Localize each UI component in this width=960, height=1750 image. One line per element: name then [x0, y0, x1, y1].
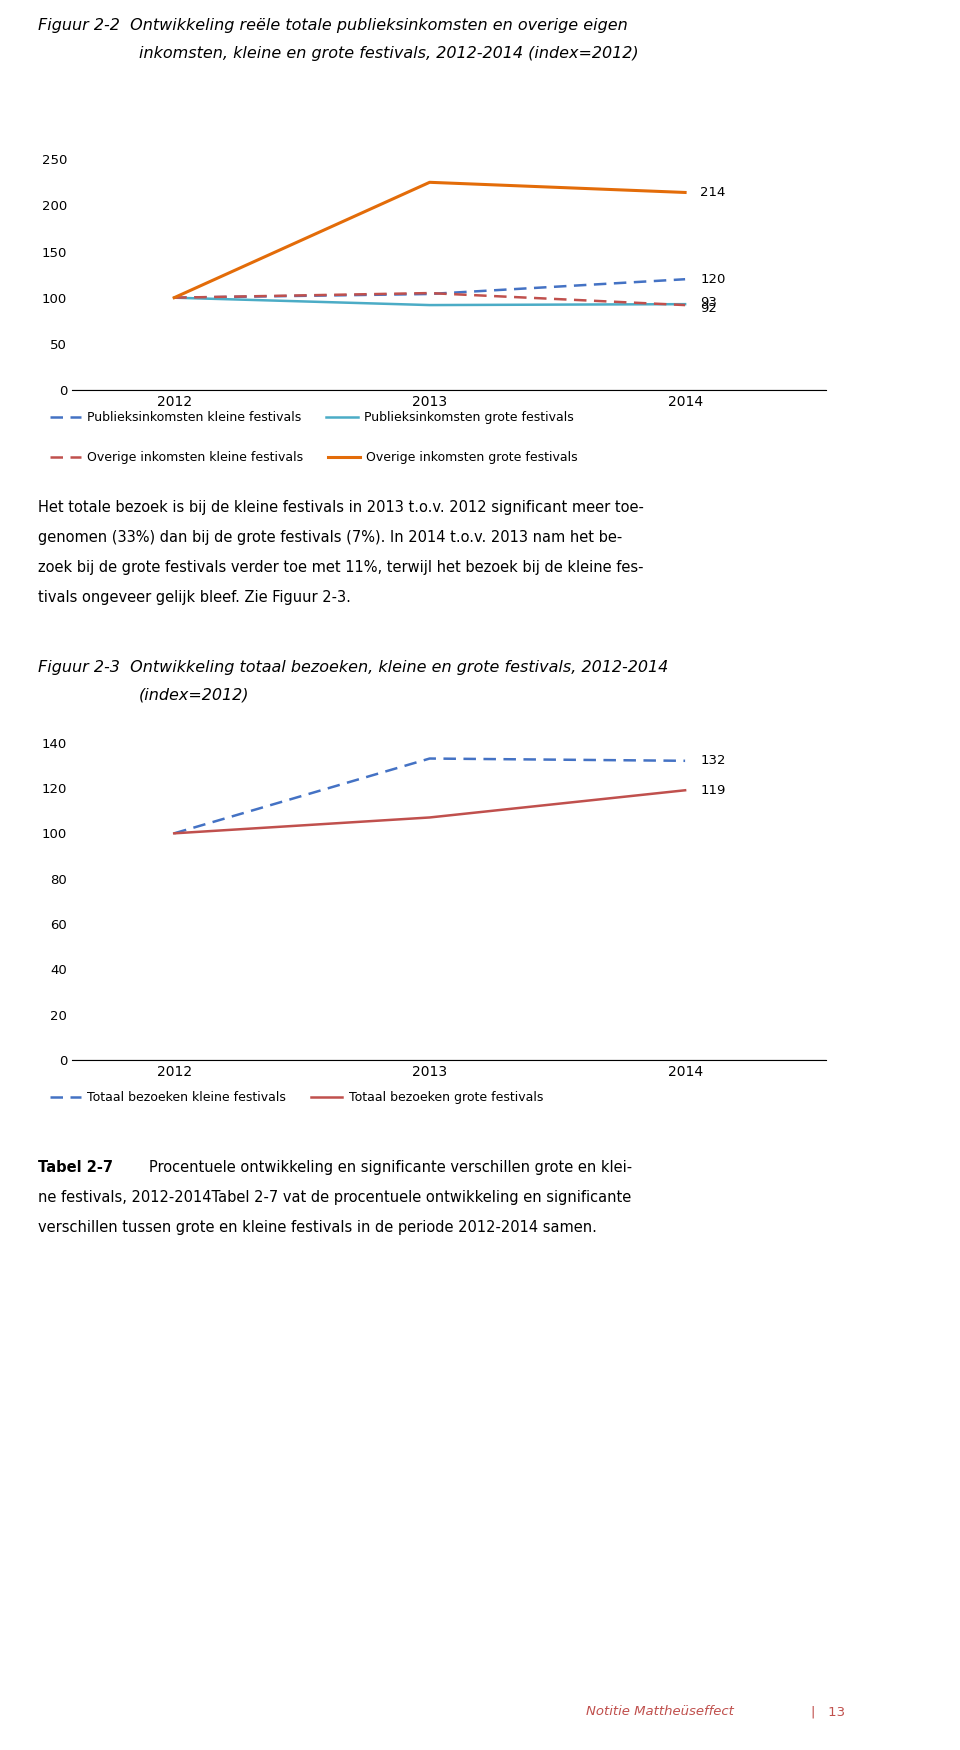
Text: tivals ongeveer gelijk bleef. Zie Figuur 2-3.: tivals ongeveer gelijk bleef. Zie Figuur… — [38, 590, 351, 605]
Text: (index=2012): (index=2012) — [139, 688, 250, 704]
Text: genomen (33%) dan bij de grote festivals (7%). In 2014 t.o.v. 2013 nam het be-: genomen (33%) dan bij de grote festivals… — [38, 530, 623, 544]
Text: verschillen tussen grote en kleine festivals in de periode 2012-2014 samen.: verschillen tussen grote en kleine festi… — [38, 1220, 597, 1236]
Text: Figuur 2-3  Ontwikkeling totaal bezoeken, kleine en grote festivals, 2012-2014: Figuur 2-3 Ontwikkeling totaal bezoeken,… — [38, 660, 669, 676]
Text: Het totale bezoek is bij de kleine festivals in 2013 t.o.v. 2012 significant mee: Het totale bezoek is bij de kleine festi… — [38, 500, 644, 514]
Text: 92: 92 — [701, 303, 717, 315]
Text: Tabel 2-7: Tabel 2-7 — [38, 1160, 113, 1174]
Text: 119: 119 — [701, 784, 726, 796]
Text: 214: 214 — [701, 186, 726, 200]
Legend: Totaal bezoeken kleine festivals, Totaal bezoeken grote festivals: Totaal bezoeken kleine festivals, Totaal… — [45, 1087, 548, 1110]
Text: inkomsten, kleine en grote festivals, 2012-2014 (index=2012): inkomsten, kleine en grote festivals, 20… — [139, 46, 638, 61]
Text: Procentuele ontwikkeling en significante verschillen grote en klei-: Procentuele ontwikkeling en significante… — [149, 1160, 632, 1174]
Text: Figuur 2-2  Ontwikkeling reële totale publieksinkomsten en overige eigen: Figuur 2-2 Ontwikkeling reële totale pub… — [38, 18, 628, 33]
Text: ne festivals, 2012-2014Tabel 2-7 vat de procentuele ontwikkeling en significante: ne festivals, 2012-2014Tabel 2-7 vat de … — [38, 1190, 632, 1206]
Text: 120: 120 — [701, 273, 726, 285]
Text: zoek bij de grote festivals verder toe met 11%, terwijl het bezoek bij de kleine: zoek bij de grote festivals verder toe m… — [38, 560, 644, 576]
Legend: Publieksinkomsten kleine festivals, Publieksinkomsten grote festivals: Publieksinkomsten kleine festivals, Publ… — [45, 406, 579, 429]
Text: |   13: | 13 — [811, 1704, 846, 1718]
Text: 132: 132 — [701, 754, 726, 766]
Text: Notitie Mattheüseffect: Notitie Mattheüseffect — [586, 1704, 733, 1718]
Legend: Overige inkomsten kleine festivals, Overige inkomsten grote festivals: Overige inkomsten kleine festivals, Over… — [45, 446, 583, 469]
Text: 93: 93 — [701, 296, 717, 308]
